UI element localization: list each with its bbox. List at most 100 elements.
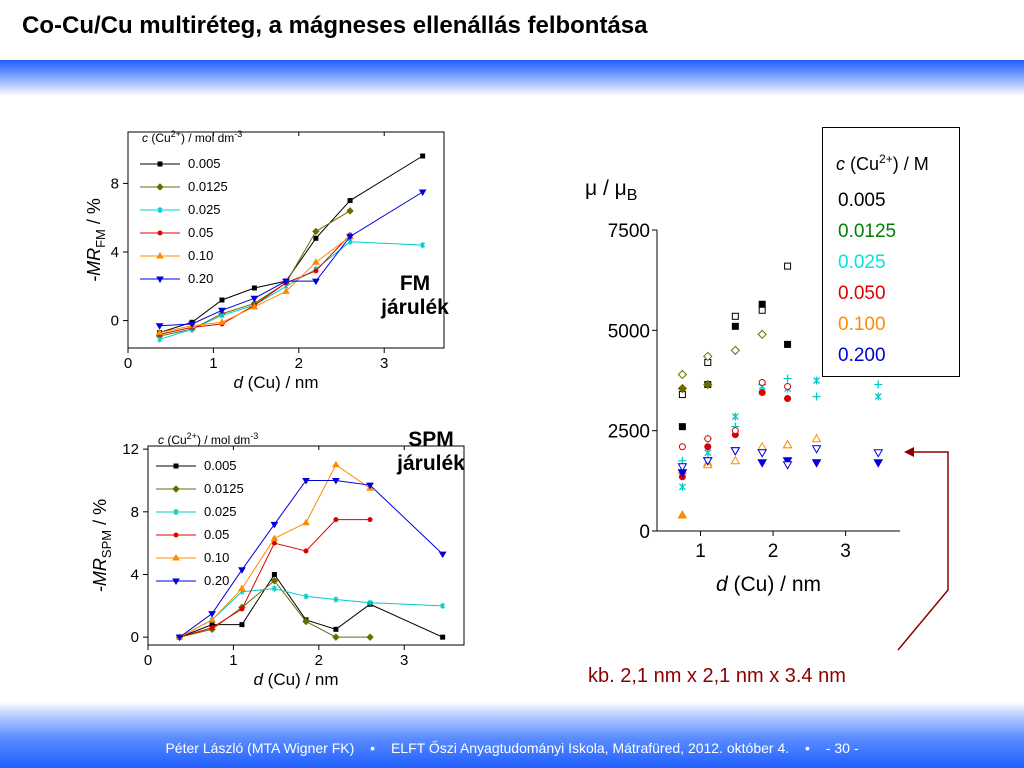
plot-frame [147,445,465,646]
data-point [367,517,373,523]
legend-entry: 0.005 [156,458,237,473]
x-axis-label: d (Cu) / nm [233,373,318,392]
plot-frame [127,131,445,349]
y-axis-label-mu: μ [585,177,597,200]
x-tick-label: 3 [840,541,851,562]
y-tick-label: 4 [111,244,119,261]
data-point [677,369,688,380]
series-0.005-open [678,262,792,399]
data-point [208,615,216,623]
data-point [438,551,447,559]
data-point [731,322,739,330]
legend-label: 0.025 [188,202,221,217]
data-point [440,634,446,640]
legend-title-unit-sup: -3 [250,431,258,441]
data-point [677,509,688,519]
legend-marker [173,509,179,515]
series-0.20 [155,189,427,330]
data-point [251,285,257,291]
x-axis-label-rest: (Cu) / nm [243,373,319,392]
data-point [302,518,310,526]
legend-item-0100: 0.100 [838,314,886,335]
data-point [175,634,184,642]
data-point [333,626,339,632]
data-point [730,447,741,456]
data-point [270,534,279,541]
data-point [270,577,279,585]
data-point [811,445,822,454]
x-tick-label: 2 [768,541,779,562]
data-point [303,593,309,600]
data-point [157,336,163,343]
x-axis-label-d: d [716,573,729,596]
x-tick-label: 2 [315,652,323,669]
legend-title-unit-sup: -3 [234,129,242,139]
y-axis-label-b: B [627,187,638,204]
x-axis-label-d: d [253,670,263,689]
legend-entry: 0.05 [140,225,213,240]
footer-page-number: - 30 - [825,740,859,756]
x-tick-label: 1 [209,355,217,372]
legend-title-c: c [158,433,164,447]
data-point [758,379,766,387]
series-0.10 [155,232,354,336]
legend-label: 0.20 [188,271,213,286]
footer-separator: • [370,740,376,756]
series-0.05-open [678,379,792,451]
y-tick-label: 8 [111,175,119,192]
data-point [757,329,767,340]
data-point [155,328,164,336]
footer-band [0,702,1024,768]
legend-title: c (Cu2+) / mol dm-3 [142,129,242,145]
data-point [677,383,688,394]
data-point [271,540,277,546]
data-point [784,340,792,348]
data-point [730,455,741,465]
data-point [312,227,320,236]
data-point [282,278,290,286]
data-point [782,457,793,466]
x-tick-label: 3 [380,355,388,372]
legend-entry: 0.05 [156,527,229,542]
y-axis-label-mr: -MR [84,248,104,282]
y-axis-label-sub: FM [93,229,108,248]
x-tick-label: 1 [695,541,706,562]
data-point [302,477,310,485]
data-point [209,625,215,631]
data-point [678,423,686,431]
data-point [811,459,822,468]
data-point [366,633,374,641]
fm-label-line2: járulék [381,296,449,319]
data-point [874,380,883,389]
data-point [366,482,374,490]
data-point [188,321,196,328]
legend-entry: 0.005 [140,156,221,171]
spm-label-line2: járulék [397,452,465,475]
y-tick-label: 7500 [608,221,650,242]
legend-marker [172,578,180,585]
data-point [757,441,768,451]
x-axis-label: d (Cu) / nm [716,573,821,596]
x-axis-label-rest: (Cu) / nm [263,670,339,689]
data-point [312,278,320,286]
legend-label: 0.10 [188,248,213,263]
legend-marker [156,276,164,283]
legend-title-cu: (Cu [850,154,880,174]
data-point [420,242,426,249]
data-point [812,392,821,401]
data-point [813,376,821,385]
series-0.005-filled [678,300,792,431]
legend-marker [156,183,164,191]
series-0.0125 [155,207,354,340]
data-point [782,439,793,449]
data-point [332,477,340,485]
y-axis-label-mub: μ [615,177,627,200]
data-point [757,449,768,458]
legend-marker [173,463,179,469]
y-axis-label-unit: / % [84,198,104,229]
data-point [758,306,766,314]
x-tick-label: 1 [229,652,237,669]
legend-entry: 0.025 [140,202,221,217]
annotation-arrow [897,447,949,651]
